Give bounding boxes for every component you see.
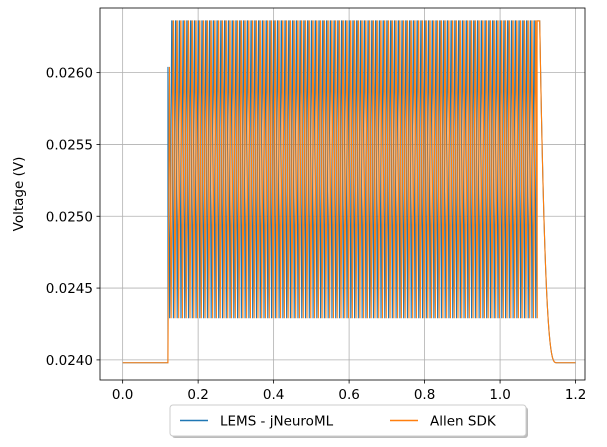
- x-tick-label: 0.6: [338, 387, 359, 403]
- y-tick-label: 0.0250: [46, 209, 93, 225]
- y-tick-label: 0.0240: [46, 353, 93, 369]
- x-tick-label: 1.0: [489, 387, 510, 403]
- series-line-lems: [122, 20, 576, 364]
- plot-frame: [99, 7, 586, 381]
- y-tick-label: 0.0245: [46, 281, 93, 297]
- y-axis-label: Voltage (V): [11, 157, 27, 232]
- series-layer: [122, 20, 576, 364]
- series-line-allen: [122, 20, 576, 364]
- x-tick-label: 1.2: [565, 387, 586, 403]
- x-tick-label: 0.2: [187, 387, 208, 403]
- x-tick-label: 0.0: [112, 387, 133, 403]
- x-tick-label: 0.8: [414, 387, 435, 403]
- x-tick-label: 0.4: [263, 387, 284, 403]
- legend-box: [169, 404, 527, 437]
- y-axis: 0.0240 0.0245 0.0250 0.0255 0.0260: [46, 66, 100, 369]
- legend-label-lems: LEMS - jNeuroML: [220, 414, 334, 430]
- y-tick-label: 0.0255: [46, 137, 93, 153]
- y-tick-label: 0.0260: [46, 66, 93, 82]
- legend-label-allen: Allen SDK: [430, 414, 497, 430]
- legend: LEMS - jNeuroML Allen SDK: [169, 404, 528, 438]
- x-axis: 0.0 0.2 0.4 0.6 0.8 1.0 1.2: [112, 380, 586, 403]
